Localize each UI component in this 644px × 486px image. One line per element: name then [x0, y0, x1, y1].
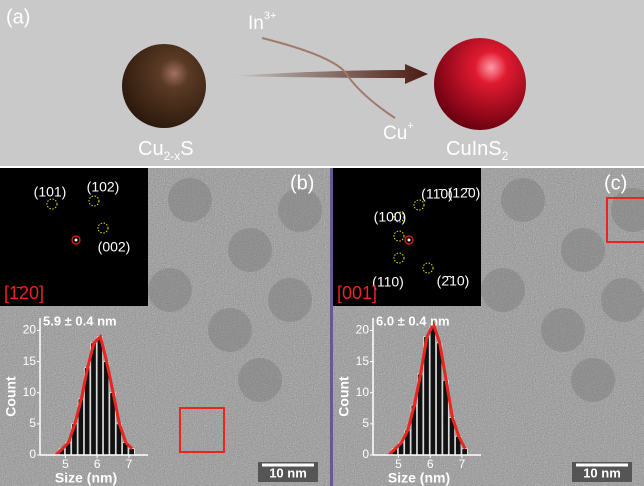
particle: [148, 268, 192, 312]
y-tick-label: 15: [23, 354, 37, 368]
y-tick-label: 20: [356, 323, 370, 337]
particle: [208, 308, 252, 352]
spot-label: (101): [34, 184, 67, 200]
panel-divider: [330, 168, 333, 486]
hist-title: 6.0 ± 0.4 nm: [376, 313, 450, 328]
sup: +: [407, 120, 413, 132]
panel: (c)(100)(11̄0)(12̄0)(110)(2̄10)[001]10 n…: [333, 168, 644, 486]
sphere-product: [434, 38, 526, 130]
particle: [268, 278, 312, 322]
center-dot: [75, 239, 78, 242]
particle: [571, 358, 615, 402]
y-tick-label: 0: [362, 447, 369, 461]
spot-label: (2̄10): [437, 273, 470, 289]
spot-label: (100): [374, 209, 407, 225]
bar: [430, 324, 435, 455]
text: Cu: [383, 123, 407, 144]
scale-bar-label: 10 nm: [269, 465, 307, 480]
y-axis-label: Count: [3, 376, 19, 417]
text: S: [180, 138, 193, 160]
y-tick-label: 5: [29, 416, 36, 430]
panel-content: (c)(100)(11̄0)(12̄0)(110)(2̄10)[001]10 n…: [333, 168, 644, 486]
y-axis-label: Count: [336, 376, 352, 417]
sub: 2: [502, 149, 509, 163]
bar: [91, 343, 96, 455]
center-dot: [408, 239, 411, 242]
figure: (a) In3+ Cu+ Cu2-xS CuInS2 (b)(101)(102)…: [0, 0, 644, 486]
text: In: [248, 13, 264, 34]
particle: [481, 268, 525, 312]
panel-label: (b): [290, 172, 314, 194]
particle: [168, 178, 212, 222]
particle: [238, 358, 282, 402]
particle: [501, 178, 545, 222]
y-tick-label: 20: [23, 323, 37, 337]
hist-title: 5.9 ± 0.4 nm: [43, 313, 117, 328]
zone-axis: [1̄20]: [4, 283, 44, 303]
sub: 2-x: [164, 149, 181, 163]
y-tick-label: 10: [23, 385, 37, 399]
x-tick-label: 7: [126, 457, 133, 471]
particle: [228, 228, 272, 272]
bar: [462, 449, 467, 455]
text: CuInS: [446, 138, 502, 160]
formula: CuInS2: [446, 138, 509, 163]
y-tick-label: 5: [362, 416, 369, 430]
zone-axis: [001]: [337, 283, 377, 303]
particle: [601, 278, 644, 322]
x-axis-label: Size (nm): [388, 470, 450, 486]
sup: 3+: [264, 10, 277, 22]
spot-label: (002): [98, 239, 131, 255]
y-tick-label: 0: [29, 447, 36, 461]
particle: [541, 308, 585, 352]
y-tick-label: 15: [356, 354, 370, 368]
scale-bar-label: 10 nm: [583, 465, 621, 480]
text: Cu: [138, 138, 164, 160]
particle: [561, 228, 605, 272]
panel-a-bg: [0, 0, 644, 166]
sphere-reactant: [122, 44, 206, 128]
x-axis-label: Size (nm): [55, 470, 117, 486]
bar: [129, 449, 134, 455]
spot-label: (12̄0): [448, 185, 481, 201]
bar: [97, 337, 102, 455]
panel-label: (a): [6, 6, 30, 28]
particle: [278, 188, 322, 232]
panel-label: (c): [604, 172, 627, 194]
spot-label: (102): [87, 179, 120, 195]
x-tick-label: 7: [459, 457, 466, 471]
y-tick-label: 10: [356, 385, 370, 399]
